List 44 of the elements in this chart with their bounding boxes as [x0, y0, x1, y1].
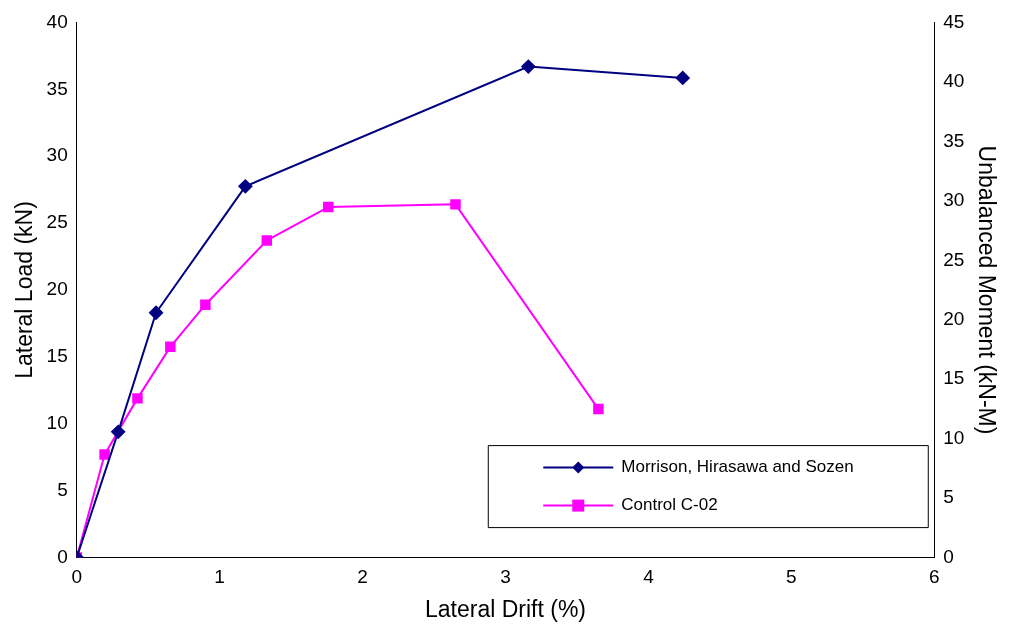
point: [675, 70, 690, 85]
point: [323, 201, 334, 213]
y2-tick-label: 25: [943, 248, 965, 270]
x-tick-label: 1: [214, 566, 225, 588]
x-tick-label: 2: [357, 566, 368, 588]
point: [521, 59, 536, 74]
y2-tick-label: 0: [943, 545, 954, 567]
y-tick-label: 5: [57, 478, 68, 500]
point: [99, 449, 110, 460]
point: [149, 305, 164, 320]
y-tick-label: 25: [46, 211, 68, 233]
y2-tick-label: 30: [943, 189, 965, 211]
x-tick-label: 5: [786, 566, 797, 588]
y-tick-label: 15: [46, 345, 68, 367]
x-tick-label: 3: [500, 566, 511, 588]
y2-axis-title: Unbalanced Moment (kN-M): [973, 145, 1000, 435]
point: [593, 403, 604, 415]
y-tick-label: 10: [46, 412, 68, 434]
x-axis-title: Lateral Drift (%): [424, 595, 587, 622]
point: [132, 393, 143, 404]
y2-tick-label: 20: [943, 307, 965, 329]
point: [111, 424, 126, 439]
y2-tick-label: 10: [943, 426, 965, 448]
x-tick-label: 0: [71, 566, 83, 588]
y-axis-title: Lateral Load (kN): [11, 201, 38, 379]
y2-tick-label: 35: [943, 129, 965, 151]
x-tick-label: 4: [643, 566, 655, 588]
y-tick-label: 35: [46, 77, 68, 99]
y-tick-label: 0: [57, 545, 68, 567]
point: [200, 299, 211, 310]
point: [261, 235, 273, 246]
y2-tick-label: 45: [943, 10, 965, 32]
legend-label: Morrison, Hirasawa and Sozen: [621, 457, 854, 477]
y-tick-label: 20: [46, 278, 68, 300]
point: [238, 179, 253, 194]
y-tick-label: 40: [46, 10, 68, 32]
x-tick-label: 6: [928, 566, 940, 588]
y2-tick-label: 40: [943, 70, 965, 92]
y-tick-label: 30: [46, 144, 68, 166]
legend-label: Control C-02: [621, 495, 718, 515]
y2-tick-label: 5: [943, 486, 954, 508]
point: [450, 199, 461, 210]
y2-tick-label: 15: [943, 367, 965, 389]
point: [165, 341, 176, 353]
